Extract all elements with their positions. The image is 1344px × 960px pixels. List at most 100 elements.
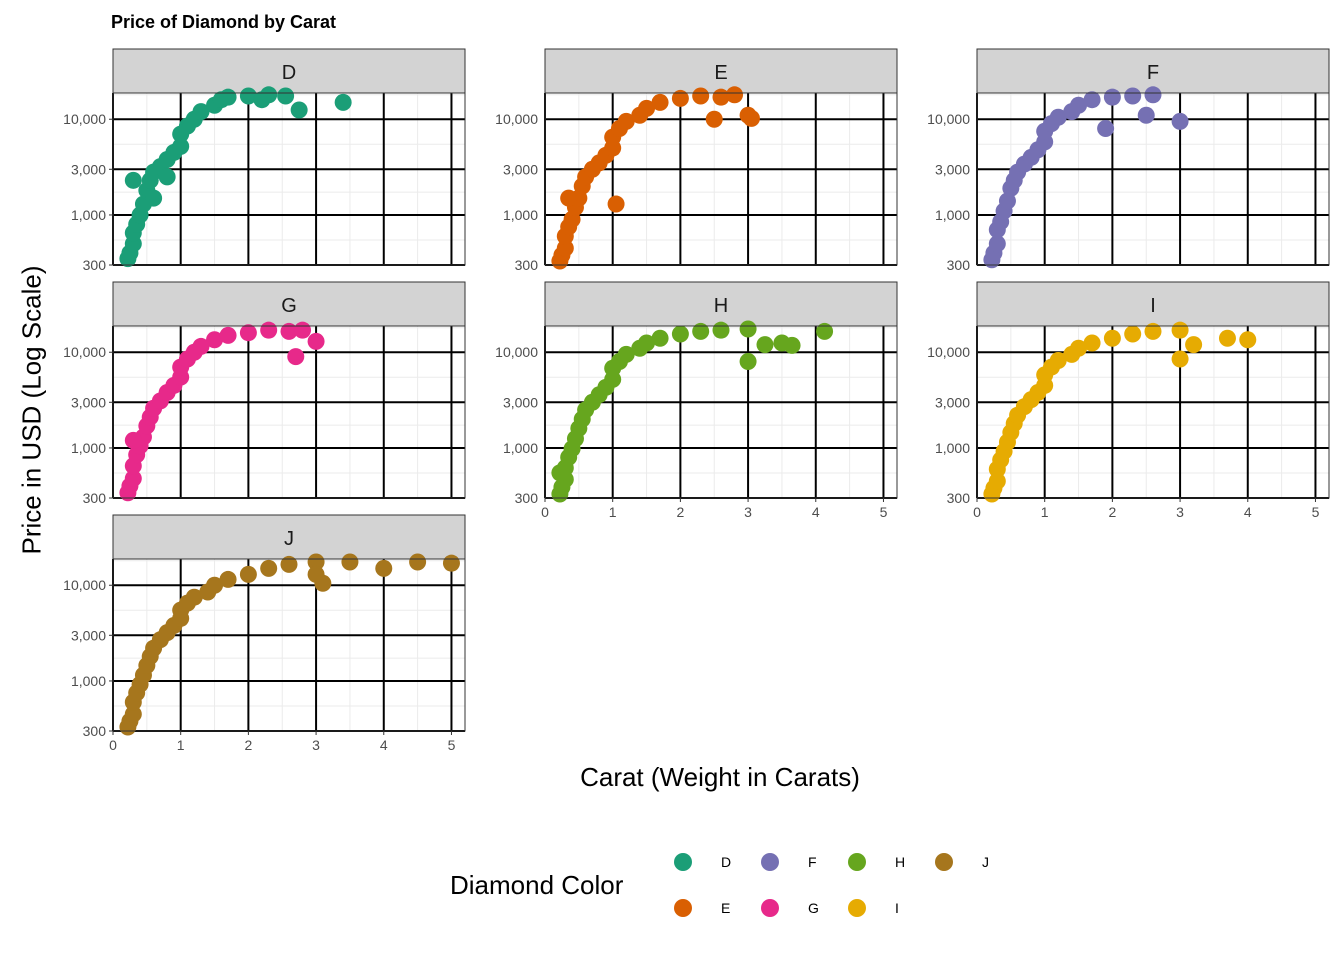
plot-area-I — [977, 326, 1329, 498]
data-point-E — [607, 195, 625, 213]
legend-label-G: G — [808, 900, 819, 916]
facet-strip-label-F: F — [1147, 62, 1159, 84]
data-point-D — [158, 168, 176, 186]
data-point-E — [705, 110, 723, 128]
legend-key-G — [761, 899, 779, 917]
data-point-J — [409, 553, 427, 571]
x-tick-label: 4 — [380, 737, 388, 753]
data-point-I — [1144, 322, 1162, 340]
legend-label-E: E — [721, 900, 730, 916]
data-point-H — [551, 464, 569, 482]
data-point-G — [206, 331, 224, 349]
data-point-J — [260, 559, 278, 577]
panel-border-D — [112, 92, 466, 266]
data-point-I — [1171, 321, 1189, 339]
y-tick-label: 300 — [947, 490, 971, 506]
facet-panel-I: I 300 1,000 3,000 10,000 0 1 2 3 4 5 — [927, 281, 1330, 520]
data-point-D — [145, 189, 163, 207]
data-point-E — [671, 89, 689, 107]
facet-panel-H: H 300 1,000 3,000 10,000 0 1 2 3 4 5 — [495, 281, 898, 520]
facet-strip-H — [544, 281, 898, 327]
data-point-E — [556, 239, 574, 257]
legend: D E F G H I J — [674, 853, 989, 917]
facet-panel-F: F 300 1,000 3,000 10,000 — [927, 48, 1330, 273]
y-tick-label: 3,000 — [935, 394, 970, 410]
facet-strip-label-J: J — [284, 528, 294, 550]
data-point-D — [260, 86, 278, 104]
facet-strip-F — [976, 48, 1330, 94]
legend-key-F — [761, 853, 779, 871]
data-point-H — [783, 336, 801, 354]
y-tick-label: 300 — [515, 257, 539, 273]
legend-key-E — [674, 899, 692, 917]
data-point-G — [294, 321, 312, 339]
y-tick-label: 1,000 — [503, 207, 538, 223]
x-tick-label: 5 — [880, 504, 888, 520]
data-point-I — [1049, 351, 1067, 369]
x-tick-label: 0 — [541, 504, 549, 520]
y-tick-label: 300 — [83, 490, 107, 506]
data-point-F — [1171, 112, 1189, 130]
data-point-H — [638, 334, 656, 352]
y-tick-label: 10,000 — [63, 577, 106, 593]
data-point-G — [287, 348, 305, 366]
facet-strip-J — [112, 514, 466, 560]
data-point-G — [239, 324, 257, 342]
data-point-G — [124, 469, 142, 487]
y-tick-label: 1,000 — [71, 440, 106, 456]
y-tick-label: 3,000 — [503, 161, 538, 177]
data-point-J — [314, 574, 332, 592]
data-point-H — [739, 320, 757, 338]
x-tick-label: 5 — [448, 737, 456, 753]
legend-label-F: F — [808, 854, 817, 870]
y-tick-label: 10,000 — [63, 111, 106, 127]
facet-strip-I — [976, 281, 1330, 327]
y-tick-label: 3,000 — [71, 161, 106, 177]
panel-border-E — [544, 92, 898, 266]
y-tick-label: 3,000 — [935, 161, 970, 177]
data-point-E — [742, 109, 760, 127]
legend-key-I — [848, 899, 866, 917]
facet-strip-E — [544, 48, 898, 94]
data-point-J — [219, 570, 237, 588]
data-point-J — [124, 705, 142, 723]
y-tick-label: 1,000 — [935, 440, 970, 456]
x-tick-label: 3 — [312, 737, 320, 753]
y-tick-label: 10,000 — [63, 344, 106, 360]
y-tick-label: 300 — [515, 490, 539, 506]
data-point-J — [280, 555, 298, 573]
data-point-D — [290, 101, 308, 119]
data-point-F — [1049, 108, 1067, 126]
data-point-F — [1137, 106, 1155, 124]
x-tick-label: 2 — [676, 504, 684, 520]
data-point-E — [638, 99, 656, 117]
x-tick-label: 1 — [1041, 504, 1049, 520]
panel-border-H — [544, 325, 898, 499]
facet-panel-G: G 300 1,000 3,000 10,000 — [63, 281, 466, 506]
data-point-D — [277, 87, 295, 105]
data-point-E — [726, 86, 744, 104]
legend-key-D — [674, 853, 692, 871]
y-tick-label: 3,000 — [71, 394, 106, 410]
data-point-I — [1070, 339, 1088, 357]
data-point-J — [239, 565, 257, 583]
plot-area-F — [977, 93, 1329, 265]
data-point-G — [307, 332, 325, 350]
facet-panel-E: E 300 1,000 3,000 10,000 — [495, 48, 898, 273]
y-tick-label: 10,000 — [927, 111, 970, 127]
data-point-D — [124, 171, 142, 189]
x-tick-label: 4 — [812, 504, 820, 520]
data-point-D — [219, 88, 237, 106]
data-point-G — [280, 322, 298, 340]
x-tick-label: 4 — [1244, 504, 1252, 520]
data-point-I — [1124, 325, 1142, 343]
y-tick-label: 3,000 — [503, 394, 538, 410]
data-point-I — [988, 472, 1006, 490]
data-point-D — [192, 103, 210, 121]
facet-strip-label-E: E — [714, 62, 727, 84]
facet-strip-label-I: I — [1150, 295, 1156, 317]
data-point-G — [260, 321, 278, 339]
facet-strip-label-H: H — [714, 295, 728, 317]
y-tick-label: 1,000 — [71, 207, 106, 223]
x-tick-label: 1 — [177, 737, 185, 753]
